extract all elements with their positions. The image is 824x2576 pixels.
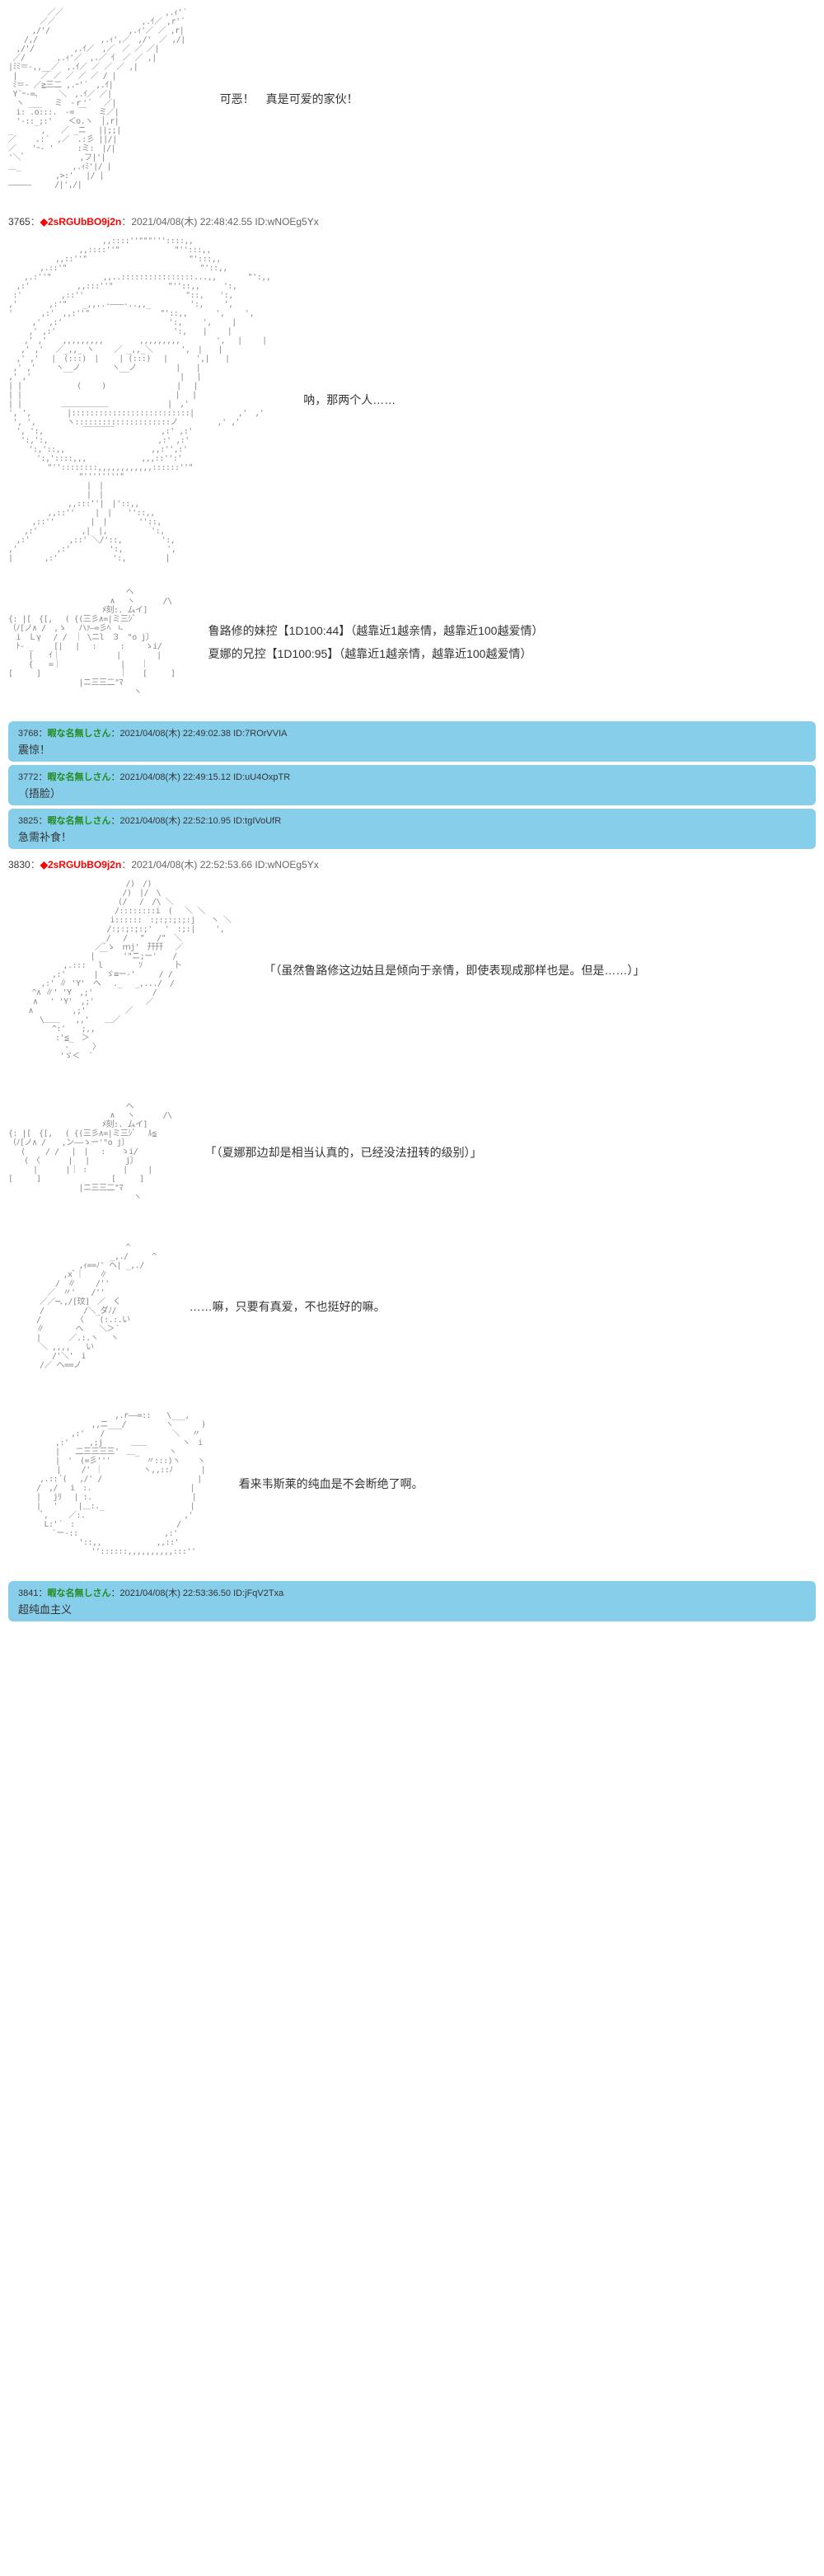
ascii-art-4d: ,.r――=:: \___, ,,ニ___/ ヽ ) ,:' / ＼ 〃 ,:'… xyxy=(8,1411,206,1556)
tripcode[interactable]: ◆2sRGUbBO9j2n xyxy=(40,859,122,870)
dice-block: 鲁路修的妹控【1D100:44】（越靠近1越亲情，越靠近100越爱情） 夏娜的兄… xyxy=(208,616,544,669)
dice-line-2: 夏娜的兄控【1D100:95】（越靠近1越亲情，越靠近100越爱情） xyxy=(208,645,544,662)
reply-name[interactable]: 暇な名無しさん xyxy=(47,816,110,826)
post-4-header: 3830：◆2sRGUbBO9j2n：2021/04/08(木) 22:52:5… xyxy=(8,857,816,871)
reply-name[interactable]: 暇な名無しさん xyxy=(47,729,110,739)
post-meta: ：2021/04/08(木) 22:48:42.55 ID:wNOEg5Yx xyxy=(121,216,318,228)
reply-2[interactable]: 3772：暇な名無しさん：2021/04/08(木) 22:49:15.12 I… xyxy=(8,765,816,805)
post-3: ヘ ∧ ヽ /\ ﾒ刻:. ムイ] {: |[ {[, ( {(三彡∧=|ミ三ｼ… xyxy=(0,588,824,697)
ascii-art-4c: ^ _,./ ^ ,ｨ==ﾉ' ヘ| _,./ ,xﾞ｜ ∥ / ∥ /'' ／… xyxy=(8,1243,157,1370)
dialogue-4a: 「（虽然鲁路修这边姑且是倾向于亲情，即使表现成那样也是。但是……）」 xyxy=(264,962,644,978)
post-num: 3765 xyxy=(8,216,30,228)
post-4: 3830：◆2sRGUbBO9j2n：2021/04/08(木) 22:52:5… xyxy=(0,857,824,1556)
ascii-art-2: ,,::::''"""'''::::,, ,,::::''" "'':::,, … xyxy=(8,237,270,563)
ascii-art-4a: /) /) /) |/ \ (/ / /\ ＼ /::::::::i ( ＼ ＼… xyxy=(8,880,231,1061)
dialogue-2: 呐，那两个人…… xyxy=(303,392,396,408)
reply-body: 超纯血主义 xyxy=(18,1601,806,1616)
dialogue-1: 可恶！ 真是可爱的家伙！ xyxy=(220,91,358,107)
post-2: 3765：◆2sRGUbBO9j2n：2021/04/08(木) 22:48:4… xyxy=(0,214,824,563)
ascii-art-4b: ヘ ∧ ヽ /\ ﾒ刻:. ムイ] {: |[ {[, ( {(三彡∧=|ミ三ｼ… xyxy=(8,1102,172,1202)
post-4-panel-4: ,.r――=:: \___, ,,ニ___/ ヽ ) ,:' / ＼ 〃 ,:'… xyxy=(8,1411,816,1556)
dialogue-4d: 看来韦斯莱的纯血是不会断绝了啊。 xyxy=(239,1476,424,1492)
reply-body: 急需补食！ xyxy=(18,828,806,844)
tripcode[interactable]: ◆2sRGUbBO9j2n xyxy=(40,216,122,228)
reply-body: （捂脸） xyxy=(18,785,806,800)
ascii-art-3: ヘ ∧ ヽ /\ ﾒ刻:. ムイ] {: |[ {[, ( {(三彡∧=|ミ三ｼ… xyxy=(8,588,176,697)
reply-4[interactable]: 3841：暇な名無しさん：2021/04/08(木) 22:53:36.50 I… xyxy=(8,1581,816,1621)
post-1: ／／ ,.ｨ'´ ／／ ,.ｲ／ ,r'´ ,/'/ ,.ｨ'／ ／ ,r| /… xyxy=(0,8,824,190)
post-4-panel-3: ^ _,./ ^ ,ｨ==ﾉ' ヘ| _,./ ,xﾞ｜ ∥ / ∥ /'' ／… xyxy=(8,1243,816,1370)
reply-name[interactable]: 暇な名無しさん xyxy=(47,772,110,782)
post-2-header: 3765：◆2sRGUbBO9j2n：2021/04/08(木) 22:48:4… xyxy=(8,214,816,228)
post-2-content: ,,::::''"""'''::::,, ,,::::''" "'':::,, … xyxy=(8,237,816,563)
ascii-art-1: ／／ ,.ｨ'´ ／／ ,.ｲ／ ,r'´ ,/'/ ,.ｨ'／ ／ ,r| /… xyxy=(8,8,187,190)
post-meta: ：2021/04/08(木) 22:52:53.66 ID:wNOEg5Yx xyxy=(121,859,318,870)
post-3-content: ヘ ∧ ヽ /\ ﾒ刻:. ムイ] {: |[ {[, ( {(三彡∧=|ミ三ｼ… xyxy=(8,588,816,697)
post-1-content: ／／ ,.ｨ'´ ／／ ,.ｲ／ ,r'´ ,/'/ ,.ｨ'／ ／ ,r| /… xyxy=(8,8,816,190)
dialogue-4c: ……嘛，只要有真爱，不也挺好的嘛。 xyxy=(190,1298,386,1315)
post-4-panel-1: /) /) /) |/ \ (/ / /\ ＼ /::::::::i ( ＼ ＼… xyxy=(8,880,816,1061)
dice-line-1: 鲁路修的妹控【1D100:44】（越靠近1越亲情，越靠近100越爱情） xyxy=(208,622,544,639)
reply-name[interactable]: 暇な名無しさん xyxy=(47,1588,110,1598)
reply-1[interactable]: 3768：暇な名無しさん：2021/04/08(木) 22:49:02.38 I… xyxy=(8,721,816,762)
dialogue-4b: 「（夏娜那边却是相当认真的，已经没法扭转的级别）」 xyxy=(205,1144,482,1161)
reply-body: 震惊！ xyxy=(18,741,806,757)
post-num: 3830 xyxy=(8,859,30,870)
reply-3[interactable]: 3825：暇な名無しさん：2021/04/08(木) 22:52:10.95 I… xyxy=(8,809,816,849)
post-4-panel-2: ヘ ∧ ヽ /\ ﾒ刻:. ムイ] {: |[ {[, ( {(三彡∧=|ミ三ｼ… xyxy=(8,1102,816,1202)
